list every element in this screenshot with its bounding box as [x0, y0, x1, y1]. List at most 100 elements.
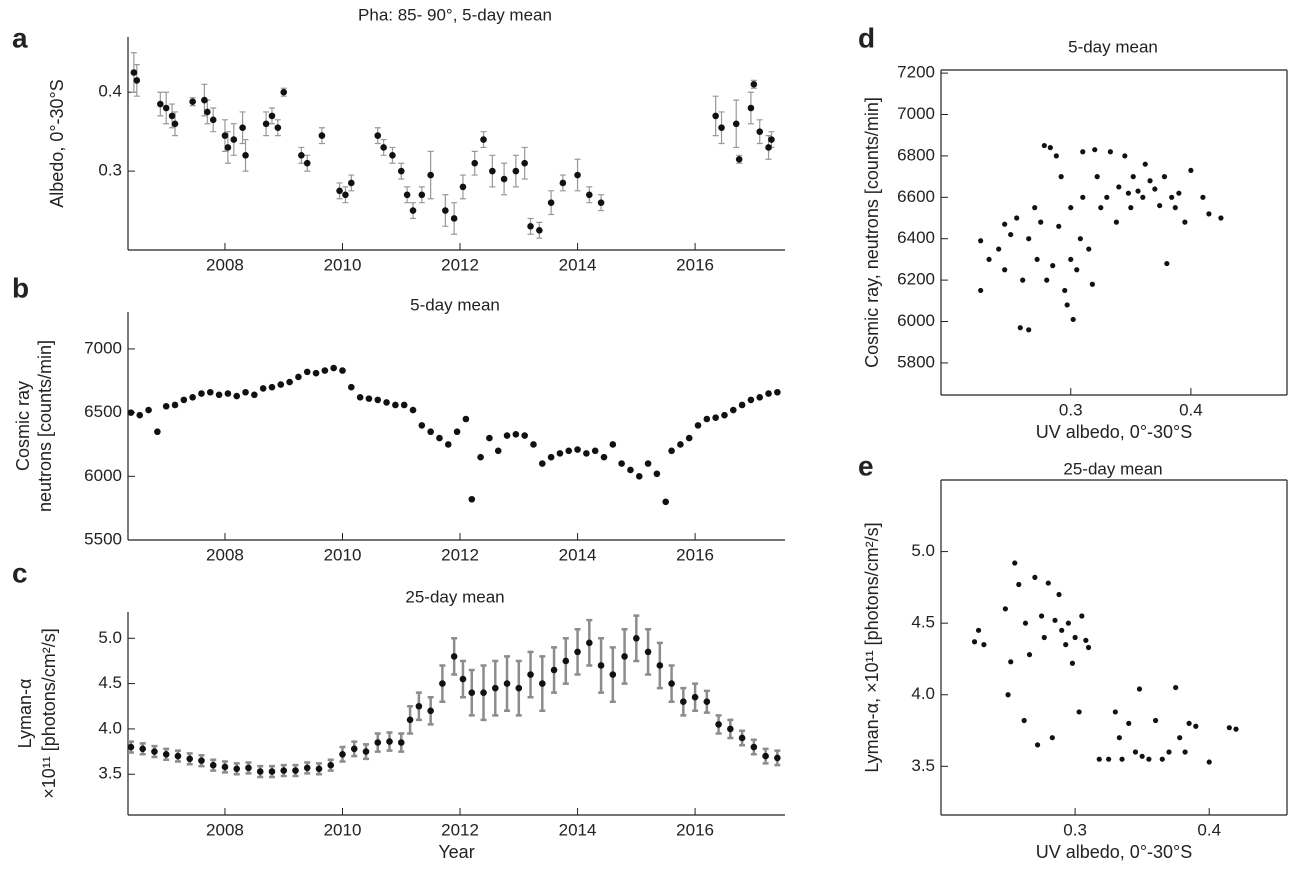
data-point	[1113, 219, 1120, 225]
data-point	[1135, 188, 1141, 194]
data-point	[1094, 174, 1100, 180]
data-point	[1182, 219, 1188, 225]
y-tick-label: 7200	[897, 63, 935, 82]
data-point	[151, 748, 158, 755]
data-point	[1002, 267, 1008, 273]
x-tick-label: 2014	[559, 545, 597, 564]
data-point	[635, 473, 643, 480]
data-point	[750, 743, 758, 751]
y-axis-label: ×10¹¹ [photons/cm²/s]	[39, 628, 59, 799]
data-point	[1089, 281, 1095, 287]
panel-title: Pha: 85- 90°, 5-day mean	[358, 5, 552, 24]
data-point	[1218, 215, 1224, 221]
data-point	[668, 447, 675, 455]
x-tick-label: 2008	[206, 820, 244, 839]
data-point	[303, 159, 311, 167]
data-point	[1157, 202, 1163, 209]
data-point	[189, 98, 196, 105]
data-point	[583, 450, 590, 457]
x-tick-label: 2012	[441, 255, 479, 274]
data-point	[268, 383, 276, 391]
y-axis-label: Cosmic ray, neutrons [counts/min]	[862, 97, 882, 368]
panel-title: 25-day mean	[405, 587, 504, 606]
data-point	[521, 432, 528, 439]
data-point	[1032, 574, 1038, 580]
data-point	[233, 392, 241, 400]
data-point	[1069, 660, 1076, 666]
data-point	[1058, 174, 1064, 180]
data-point	[262, 120, 270, 128]
data-point	[1193, 723, 1199, 729]
data-point	[500, 175, 508, 183]
data-point	[1159, 756, 1165, 762]
data-point	[644, 648, 652, 656]
y-tick-label: 4.5	[98, 673, 122, 692]
data-point	[1166, 749, 1172, 755]
data-point	[1041, 634, 1047, 641]
y-tick-label: 5.0	[911, 541, 935, 560]
data-point	[627, 466, 634, 474]
x-axis-label: UV albedo, 0°-30°S	[1036, 422, 1193, 442]
data-point	[1056, 223, 1062, 229]
data-point	[1038, 613, 1045, 619]
data-point	[204, 108, 211, 116]
data-point	[747, 104, 755, 112]
x-tick-label: 2008	[206, 545, 244, 564]
data-point	[174, 752, 182, 760]
x-tick-label: 2016	[676, 255, 714, 274]
data-point	[1172, 205, 1178, 211]
data-point	[1140, 194, 1146, 200]
y-tick-label: 6500	[84, 402, 122, 421]
data-point	[768, 136, 775, 143]
data-point	[1125, 190, 1132, 196]
data-point	[127, 743, 135, 751]
data-point	[618, 460, 625, 467]
data-point	[162, 402, 170, 410]
data-point	[503, 680, 511, 687]
data-point	[662, 498, 670, 506]
data-point	[774, 388, 781, 396]
x-tick-label: 2012	[441, 820, 479, 839]
y-tick-label: 6000	[897, 311, 935, 330]
data-point	[715, 721, 722, 728]
x-tick-label: 0.4	[1197, 820, 1221, 839]
y-tick-label: 0.4	[98, 82, 122, 101]
data-point	[130, 69, 138, 76]
data-point	[1126, 720, 1132, 726]
panel-letter: a	[12, 22, 28, 53]
data-point	[409, 406, 417, 414]
data-point	[321, 367, 329, 374]
data-point	[1068, 256, 1074, 263]
data-point	[1021, 717, 1027, 724]
data-point	[694, 422, 702, 429]
data-point	[677, 441, 684, 448]
data-point	[621, 653, 628, 660]
data-point	[996, 246, 1002, 252]
data-point	[1142, 161, 1148, 167]
data-point	[442, 207, 449, 214]
data-point	[318, 132, 326, 139]
data-point	[230, 136, 238, 143]
data-point	[1034, 742, 1041, 748]
data-point	[1161, 174, 1168, 180]
data-point	[1132, 749, 1139, 755]
panel-title: 25-day mean	[1063, 459, 1162, 478]
data-point	[162, 104, 170, 112]
data-point	[515, 684, 523, 692]
y-axis-label: Albedo, 0°-30°S	[47, 79, 67, 207]
x-axis-label: UV albedo, 0°-30°S	[1036, 842, 1193, 862]
data-point	[221, 763, 229, 771]
data-point	[418, 422, 426, 429]
data-point	[280, 88, 288, 96]
data-point	[530, 441, 537, 448]
data-point	[471, 159, 479, 167]
data-point	[565, 447, 573, 455]
data-point	[1014, 215, 1020, 221]
data-point	[703, 698, 711, 706]
data-point	[721, 411, 728, 419]
data-point	[1079, 613, 1085, 619]
data-point	[198, 390, 205, 397]
data-point	[1056, 591, 1062, 598]
data-point	[1052, 617, 1058, 623]
y-tick-label: 6000	[84, 466, 122, 485]
